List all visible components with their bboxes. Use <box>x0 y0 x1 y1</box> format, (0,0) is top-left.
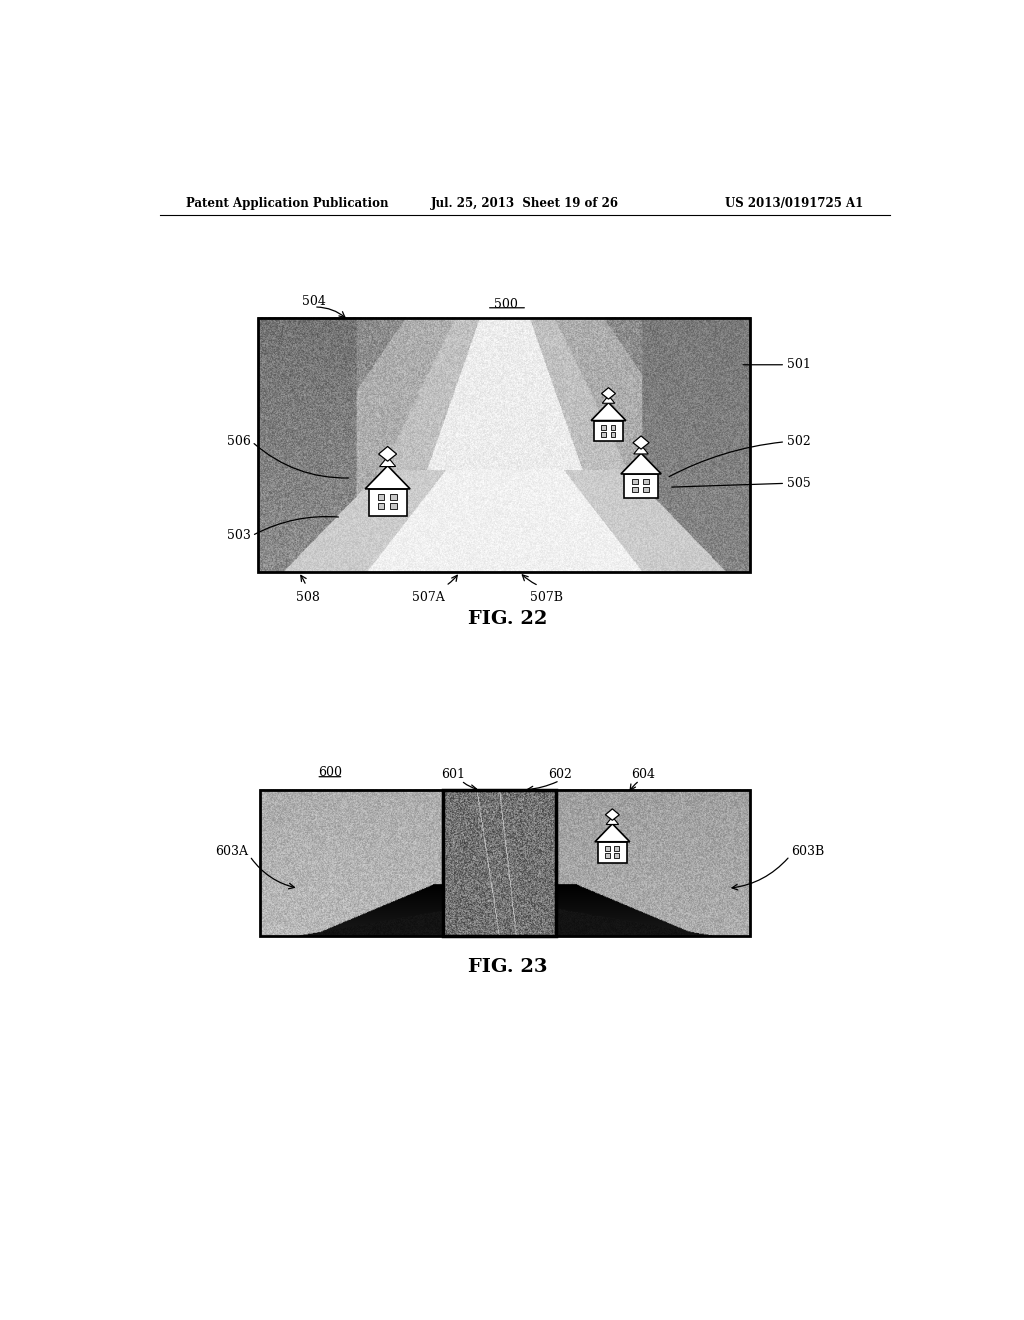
Bar <box>614 846 620 851</box>
Text: 603A: 603A <box>215 845 248 858</box>
Bar <box>605 846 609 851</box>
Bar <box>390 494 396 500</box>
Text: 507A: 507A <box>413 591 445 605</box>
Polygon shape <box>606 817 618 825</box>
Text: 602: 602 <box>548 768 571 781</box>
Bar <box>443 789 556 936</box>
Text: 505: 505 <box>786 477 811 490</box>
Bar <box>598 842 627 862</box>
Bar <box>378 494 384 500</box>
Bar <box>632 487 638 492</box>
Polygon shape <box>595 824 630 842</box>
Bar <box>594 421 624 441</box>
Text: FIG. 22: FIG. 22 <box>468 610 548 627</box>
Polygon shape <box>601 388 615 399</box>
Polygon shape <box>621 453 662 474</box>
Text: 604: 604 <box>632 768 655 781</box>
Bar <box>643 487 649 492</box>
Polygon shape <box>633 436 649 449</box>
Bar <box>378 503 384 510</box>
Bar <box>643 479 649 484</box>
Text: 504: 504 <box>302 296 326 308</box>
Bar <box>601 425 606 429</box>
Text: 507B: 507B <box>530 591 563 605</box>
Text: 603B: 603B <box>792 845 824 858</box>
Text: US 2013/0191725 A1: US 2013/0191725 A1 <box>725 197 863 210</box>
Text: 600: 600 <box>317 767 342 779</box>
Text: 601: 601 <box>441 768 466 781</box>
Bar <box>610 432 615 437</box>
Bar <box>614 853 620 858</box>
Bar <box>624 474 658 498</box>
Text: 508: 508 <box>296 591 319 605</box>
Bar <box>369 488 407 516</box>
Text: 501: 501 <box>786 358 811 371</box>
Polygon shape <box>379 446 396 461</box>
Text: 503: 503 <box>226 529 251 543</box>
Bar <box>260 789 751 936</box>
Polygon shape <box>602 396 614 404</box>
Text: FIG. 23: FIG. 23 <box>468 958 548 975</box>
Bar <box>258 318 751 572</box>
Polygon shape <box>591 403 626 421</box>
Bar <box>601 432 606 437</box>
Text: 502: 502 <box>786 436 811 449</box>
Text: Jul. 25, 2013  Sheet 19 of 26: Jul. 25, 2013 Sheet 19 of 26 <box>431 197 618 210</box>
Polygon shape <box>634 445 648 454</box>
Text: 500: 500 <box>495 298 518 312</box>
Polygon shape <box>366 466 410 488</box>
Bar <box>390 503 396 510</box>
Bar <box>610 425 615 429</box>
Polygon shape <box>380 457 395 466</box>
Bar <box>632 479 638 484</box>
Bar <box>605 853 609 858</box>
Text: Patent Application Publication: Patent Application Publication <box>186 197 389 210</box>
Text: 506: 506 <box>226 436 251 449</box>
Polygon shape <box>605 809 620 820</box>
